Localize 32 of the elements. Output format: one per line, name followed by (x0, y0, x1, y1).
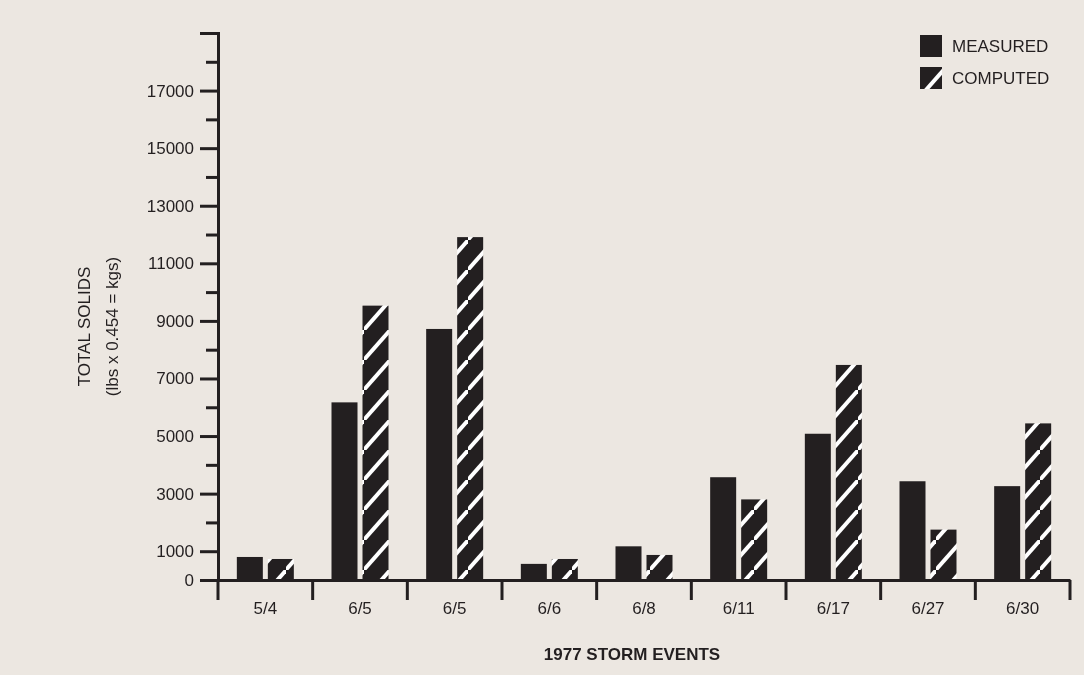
y-tick-label: 7000 (156, 369, 194, 389)
bar (741, 499, 768, 580)
bar (457, 237, 484, 580)
bar (646, 554, 673, 580)
y-tick-label: 3000 (156, 484, 194, 504)
x-tick-label: 6/30 (1006, 599, 1040, 619)
bar (930, 529, 957, 580)
x-tick-label: 6/17 (816, 599, 850, 619)
bar (362, 305, 389, 580)
y-tick-label: 11000 (147, 254, 194, 274)
bar (551, 558, 578, 580)
y-tick-label: 9000 (156, 311, 194, 331)
x-tick-label: 6/27 (911, 599, 945, 619)
x-axis-title: 1977 STORM EVENTS (543, 645, 721, 664)
y-tick-label: 0 (184, 570, 194, 590)
x-tick-label: 6/11 (722, 599, 755, 619)
x-tick-label: 5/4 (253, 599, 278, 619)
legend-label: MEASURED (952, 37, 1049, 56)
bar (1025, 423, 1052, 580)
bar (267, 558, 294, 580)
y-tick-label: 15000 (146, 139, 194, 159)
bar (835, 364, 862, 580)
x-tick-label: 6/8 (632, 599, 656, 619)
y-tick-label: 5000 (156, 426, 194, 446)
x-tick-label: 6/5 (348, 599, 372, 619)
y-tick-label: 13000 (146, 196, 194, 216)
x-tick-label: 6/5 (442, 599, 467, 619)
legend-label: COMPUTED (952, 69, 1050, 88)
y-axis-title: TOTAL SOLIDS (lbs x 0.454 = kgs) (75, 256, 122, 397)
x-tick-label: 6/6 (537, 599, 562, 619)
y-tick-label: 17000 (146, 81, 194, 101)
y-tick-label: 1000 (156, 542, 194, 562)
